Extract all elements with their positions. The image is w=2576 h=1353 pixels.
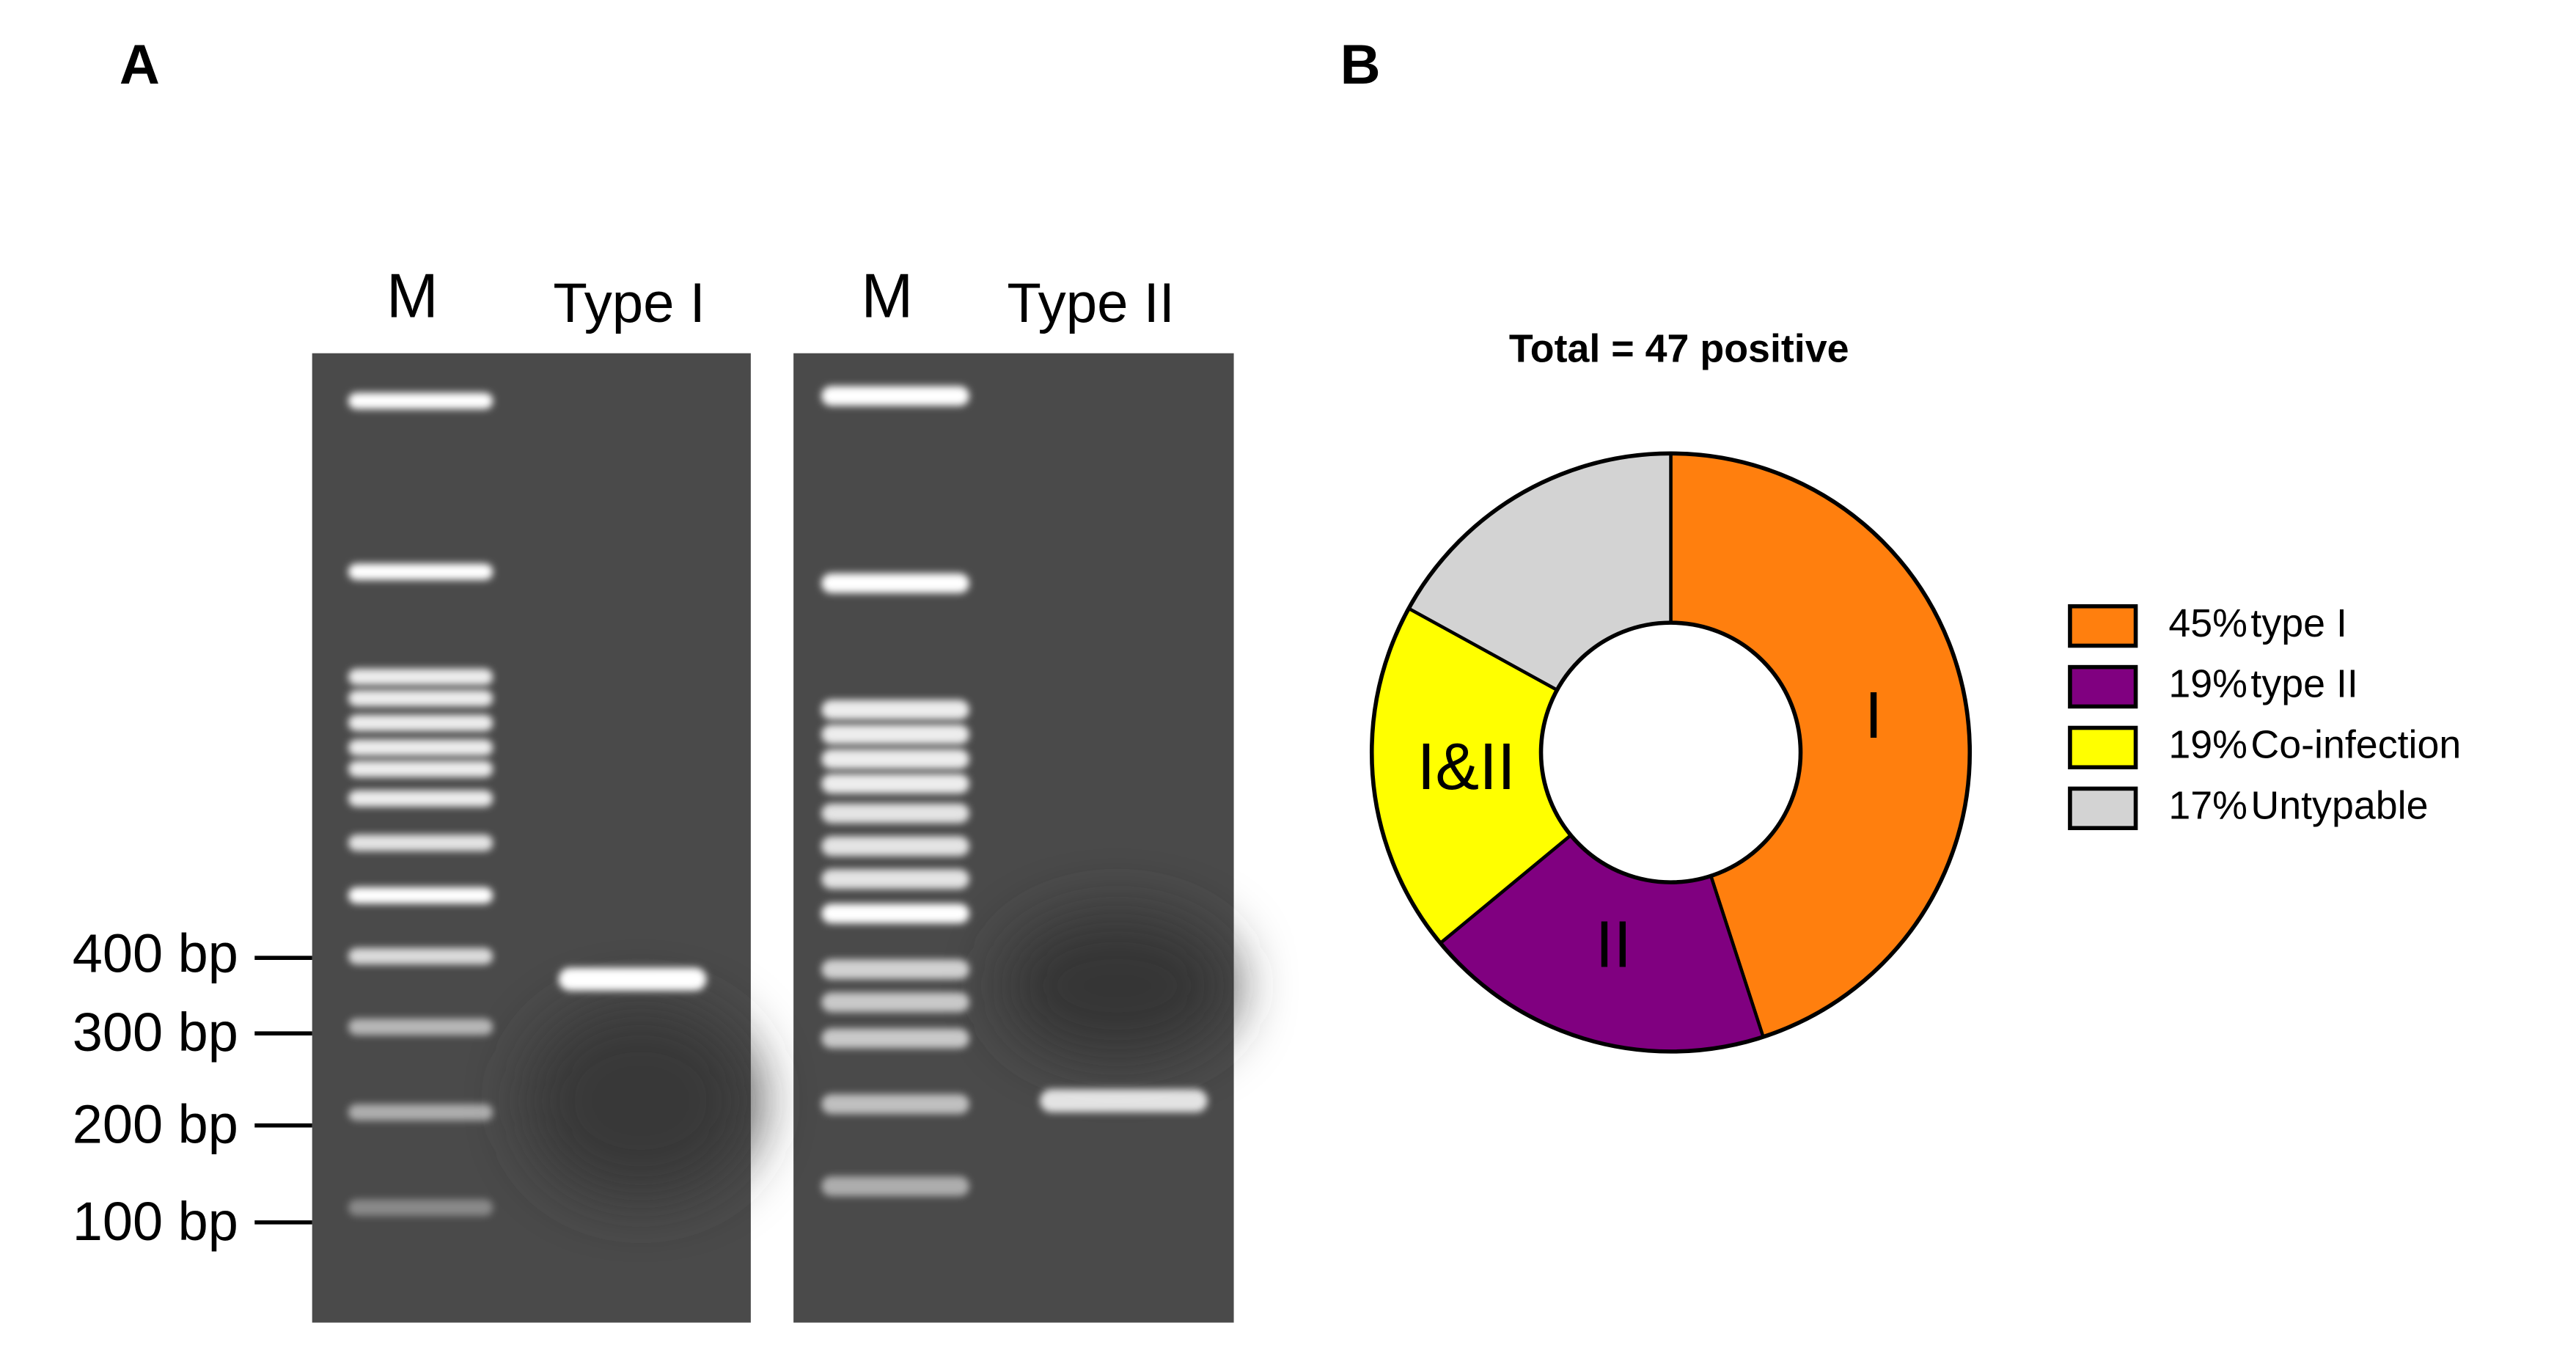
gel-band: [348, 689, 493, 707]
gel-band: [1040, 1089, 1208, 1112]
legend-label: Untypable: [2250, 783, 2428, 827]
legend-value: 45%: [2168, 601, 2247, 645]
gel-band: [348, 887, 493, 904]
gel-shadow: [1002, 912, 1233, 1060]
lane-label: Type I: [553, 272, 705, 334]
gel-band: [348, 739, 493, 756]
gel-band: [821, 700, 969, 720]
gel-band: [348, 1199, 493, 1216]
gel-band: [348, 668, 493, 686]
legend-label: type I: [2250, 601, 2347, 645]
gel-band: [821, 725, 969, 744]
gel-band: [821, 903, 969, 924]
gel-band: [821, 1094, 969, 1115]
gel-band: [348, 563, 493, 580]
lane-label: M: [386, 261, 438, 331]
gel-band: [821, 573, 969, 593]
legend-swatch: [2068, 664, 2138, 709]
size-markers: 400 bp 300 bp 200 bp 100 bp: [73, 923, 312, 1252]
gel-band: [821, 959, 969, 980]
lane-label: Type II: [1007, 272, 1175, 334]
slice-label: I&II: [1417, 730, 1515, 803]
panel-label: A: [120, 34, 160, 96]
marker-label: 200 bp: [73, 1094, 238, 1155]
gel-band: [821, 803, 969, 824]
gel-band: [348, 714, 493, 731]
gel-band: [558, 967, 707, 991]
legend-swatch: [2068, 725, 2138, 770]
gel-band: [348, 1104, 493, 1121]
gel-image: [312, 353, 1234, 1323]
gel-band: [821, 1176, 969, 1197]
gel-band: [348, 835, 493, 851]
panel-label: B: [1340, 34, 1381, 96]
legend-value: 19%: [2168, 662, 2247, 706]
gel-band: [821, 1028, 969, 1049]
marker-label: 400 bp: [73, 923, 238, 984]
slice-label: I: [1865, 678, 1883, 752]
donut-hole: [1538, 620, 1803, 884]
lane-label: M: [861, 261, 913, 331]
donut-outline: [1369, 451, 1973, 1054]
gel-shadow: [525, 1002, 756, 1200]
gel-band: [821, 869, 969, 890]
legend-swatch: [2068, 786, 2138, 830]
gel-band: [821, 992, 969, 1013]
gel-band: [348, 392, 493, 409]
gel-band: [348, 947, 493, 965]
legend-label: Co-infection: [2250, 723, 2461, 767]
marker-label: 100 bp: [73, 1191, 238, 1252]
legend-swatch: [2068, 604, 2138, 648]
gel-band: [348, 760, 493, 777]
legend-value: 17%: [2168, 783, 2247, 827]
slice-label: II: [1595, 908, 1632, 981]
legend-value: 19%: [2168, 723, 2247, 767]
gel-band: [348, 1019, 493, 1035]
gel-band: [821, 774, 969, 794]
marker-label: 300 bp: [73, 1002, 238, 1063]
gel-band: [821, 749, 969, 769]
gel-band: [821, 386, 969, 406]
gel-band: [348, 790, 493, 807]
legend-label: type II: [2250, 662, 2357, 706]
chart-title: Total = 47 positive: [1509, 327, 1849, 371]
gel-band: [821, 836, 969, 857]
